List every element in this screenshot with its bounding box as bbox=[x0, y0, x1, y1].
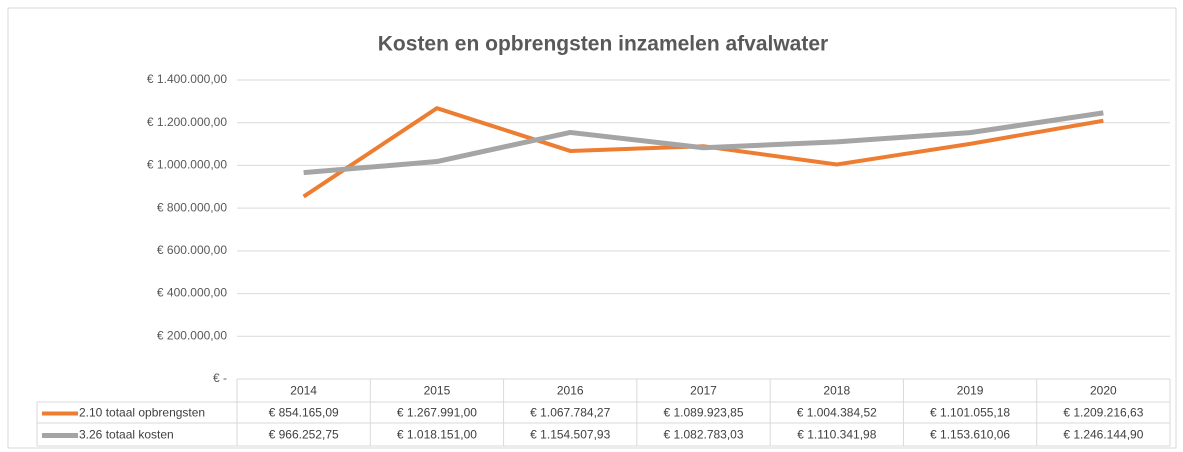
value-label: € 1.153.610,06 bbox=[930, 428, 1010, 442]
y-tick-label: € 800.000,00 bbox=[157, 200, 227, 214]
x-tick-label: 2017 bbox=[690, 384, 717, 398]
x-tick-label: 2014 bbox=[290, 384, 317, 398]
value-label: € 1.082.783,03 bbox=[663, 428, 743, 442]
value-label: € 1.067.784,27 bbox=[530, 406, 610, 420]
legend-label: 2.10 totaal opbrengsten bbox=[79, 406, 205, 420]
value-label: € 1.101.055,18 bbox=[930, 406, 1010, 420]
chart-title: Kosten en opbrengsten inzamelen afvalwat… bbox=[378, 33, 828, 56]
value-label: € 1.004.384,52 bbox=[797, 406, 877, 420]
value-label: € 854.165,09 bbox=[269, 406, 339, 420]
y-tick-label: € 1.000.000,00 bbox=[147, 158, 227, 172]
value-label: € 1.154.507,93 bbox=[530, 428, 610, 442]
value-label: € 1.110.341,98 bbox=[797, 428, 877, 442]
chart-frame bbox=[7, 7, 1177, 449]
value-label: € 1.089.923,85 bbox=[663, 406, 743, 420]
y-tick-label: € 400.000,00 bbox=[157, 286, 227, 300]
series-line bbox=[303, 110, 1104, 176]
value-label: € 1.246.144,90 bbox=[1063, 428, 1143, 442]
x-tick-label: 2019 bbox=[957, 384, 984, 398]
y-tick-label: € 1.400.000,00 bbox=[147, 72, 227, 86]
y-tick-label: € 600.000,00 bbox=[157, 243, 227, 257]
x-tick-label: 2018 bbox=[823, 384, 850, 398]
y-tick-label: € - bbox=[213, 371, 227, 385]
value-label: € 1.209.216,63 bbox=[1063, 406, 1143, 420]
legend-label: 3.26 totaal kosten bbox=[79, 428, 174, 442]
x-tick-label: 2016 bbox=[557, 384, 584, 398]
value-label: € 1.018.151,00 bbox=[397, 428, 477, 442]
y-tick-label: € 200.000,00 bbox=[157, 328, 227, 342]
value-label: € 1.267.991,00 bbox=[397, 406, 477, 420]
value-label: € 966.252,75 bbox=[269, 428, 339, 442]
x-tick-label: 2015 bbox=[424, 384, 451, 398]
x-tick-label: 2020 bbox=[1090, 384, 1117, 398]
y-tick-label: € 1.200.000,00 bbox=[147, 115, 227, 129]
